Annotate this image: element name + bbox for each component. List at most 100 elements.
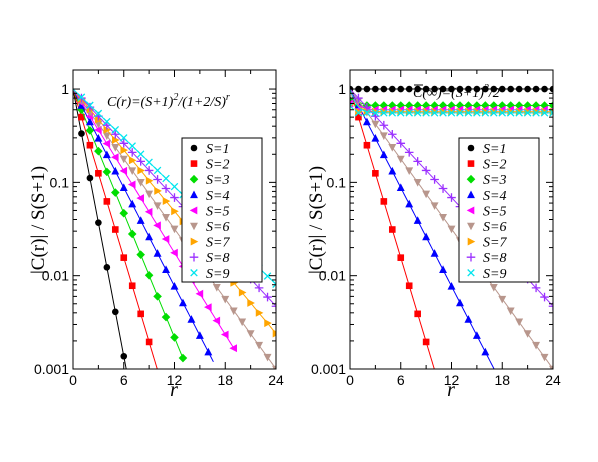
data-point-s9: [532, 109, 540, 117]
data-point-s4: [481, 347, 490, 356]
data-point-s3: [388, 101, 397, 110]
data-point-s9: [540, 109, 549, 117]
legend-label-s7: S=7: [483, 236, 507, 251]
data-point-s5: [170, 248, 178, 257]
data-point-s1: [515, 85, 523, 93]
data-point-s2: [388, 226, 396, 233]
data-point-s6: [170, 225, 179, 234]
data-point-s3: [438, 101, 448, 110]
data-point-s4: [396, 183, 405, 191]
legend-marker-s3: [466, 174, 476, 184]
data-point-s8: [111, 129, 120, 139]
data-point-s9: [396, 109, 405, 117]
series-line-s4: [350, 88, 495, 369]
data-point-s3: [111, 188, 120, 197]
data-point-s8: [413, 157, 422, 166]
data-point-s4: [422, 232, 431, 241]
data-point-s3: [136, 250, 145, 259]
x-tick-label: 24: [545, 372, 561, 388]
data-point-s3: [396, 101, 406, 110]
data-point-s1: [498, 85, 506, 93]
data-point-s2: [120, 254, 128, 261]
legend-label-s2: S=2: [483, 158, 506, 173]
data-point-s8: [540, 292, 549, 302]
data-point-s7: [128, 156, 137, 165]
data-point-s4: [379, 150, 388, 159]
y-tick-label: 0.01: [319, 268, 346, 284]
data-point-s6: [405, 167, 414, 175]
data-point-s3: [472, 101, 482, 110]
data-point-s6: [221, 295, 230, 304]
data-point-s3: [371, 101, 380, 110]
data-point-s8: [254, 283, 264, 293]
data-point-s4: [187, 315, 196, 323]
data-point-s1: [448, 85, 455, 93]
data-point-s1: [473, 85, 481, 93]
data-point-s2: [363, 141, 371, 149]
data-point-s7: [111, 136, 120, 144]
legend-marker-s7: [190, 237, 199, 246]
data-point-s1: [541, 85, 548, 93]
data-point-s2: [372, 170, 379, 177]
data-point-s4: [362, 117, 371, 126]
legend-label-s5: S=5: [206, 204, 229, 219]
data-point-s3: [102, 167, 112, 177]
data-point-s6: [246, 330, 255, 338]
x-tick-label: 12: [444, 372, 460, 388]
data-point-s6: [523, 330, 532, 338]
data-point-s5: [102, 139, 111, 148]
legend-marker-s2: [467, 160, 475, 167]
data-point-s3: [489, 101, 499, 110]
data-point-s6: [515, 318, 524, 327]
data-point-s6: [371, 120, 380, 129]
data-point-s9: [464, 109, 473, 117]
data-point-s6: [532, 341, 541, 350]
data-point-s8: [85, 102, 95, 112]
data-point-s5: [161, 235, 170, 243]
right-y-axis-label: |C(r)| / S(S+1): [306, 166, 327, 274]
data-point-s4: [170, 281, 179, 290]
legend-marker-s4: [467, 190, 475, 199]
data-point-s6: [263, 353, 272, 362]
y-tick-label: 0.01: [42, 268, 69, 284]
x-tick-label: 18: [494, 372, 510, 388]
left-plot-area: 0 6 12 18 240.0010.010.11S=1S=2S=3S=4S=5S=6S…: [34, 69, 284, 388]
data-point-s7: [120, 146, 129, 155]
legend-marker-s2: [190, 160, 198, 167]
data-point-s4: [111, 166, 120, 175]
data-point-s3: [464, 101, 473, 110]
data-point-s1: [482, 85, 489, 93]
legend-marker-s8: [466, 252, 476, 262]
data-point-s3: [144, 270, 154, 280]
data-point-s6: [439, 214, 448, 222]
data-point-s6: [506, 307, 515, 316]
data-point-s8: [127, 148, 137, 157]
data-point-s1: [439, 85, 447, 93]
data-point-s5: [127, 180, 136, 189]
legend-label-s8: S=8: [206, 251, 229, 266]
data-point-s4: [162, 265, 171, 273]
data-point-s1: [120, 352, 128, 360]
legend-label-s4: S=4: [206, 189, 229, 204]
data-point-s4: [430, 249, 439, 257]
data-point-s9: [145, 158, 153, 167]
data-point-s2: [78, 113, 85, 121]
data-point-s1: [414, 85, 421, 93]
data-point-s9: [490, 109, 498, 117]
data-point-s9: [447, 109, 456, 117]
data-point-s1: [86, 174, 94, 182]
right-panel: |C(r)| / S(S+1) r C(∞)=(S+1)2/2 06121824…: [306, 69, 561, 401]
data-point-s9: [473, 109, 481, 117]
legend-marker-s7: [467, 237, 476, 246]
left-formula: C(r)=(S+1)2/(1+2/S)r: [107, 92, 230, 110]
data-point-s5: [111, 153, 119, 162]
legend-marker-s8: [189, 252, 199, 262]
data-point-s8: [421, 166, 431, 175]
data-point-s9: [380, 109, 388, 117]
data-point-s5: [136, 194, 144, 203]
data-point-s1: [363, 85, 371, 93]
data-point-s6: [447, 225, 456, 234]
data-point-s7: [255, 308, 264, 317]
data-point-s5: [153, 221, 161, 230]
left-panel: |C(r)| / S(S+1) r C(r)=(S+1)2/(1+2/S)r 0…: [28, 69, 284, 401]
